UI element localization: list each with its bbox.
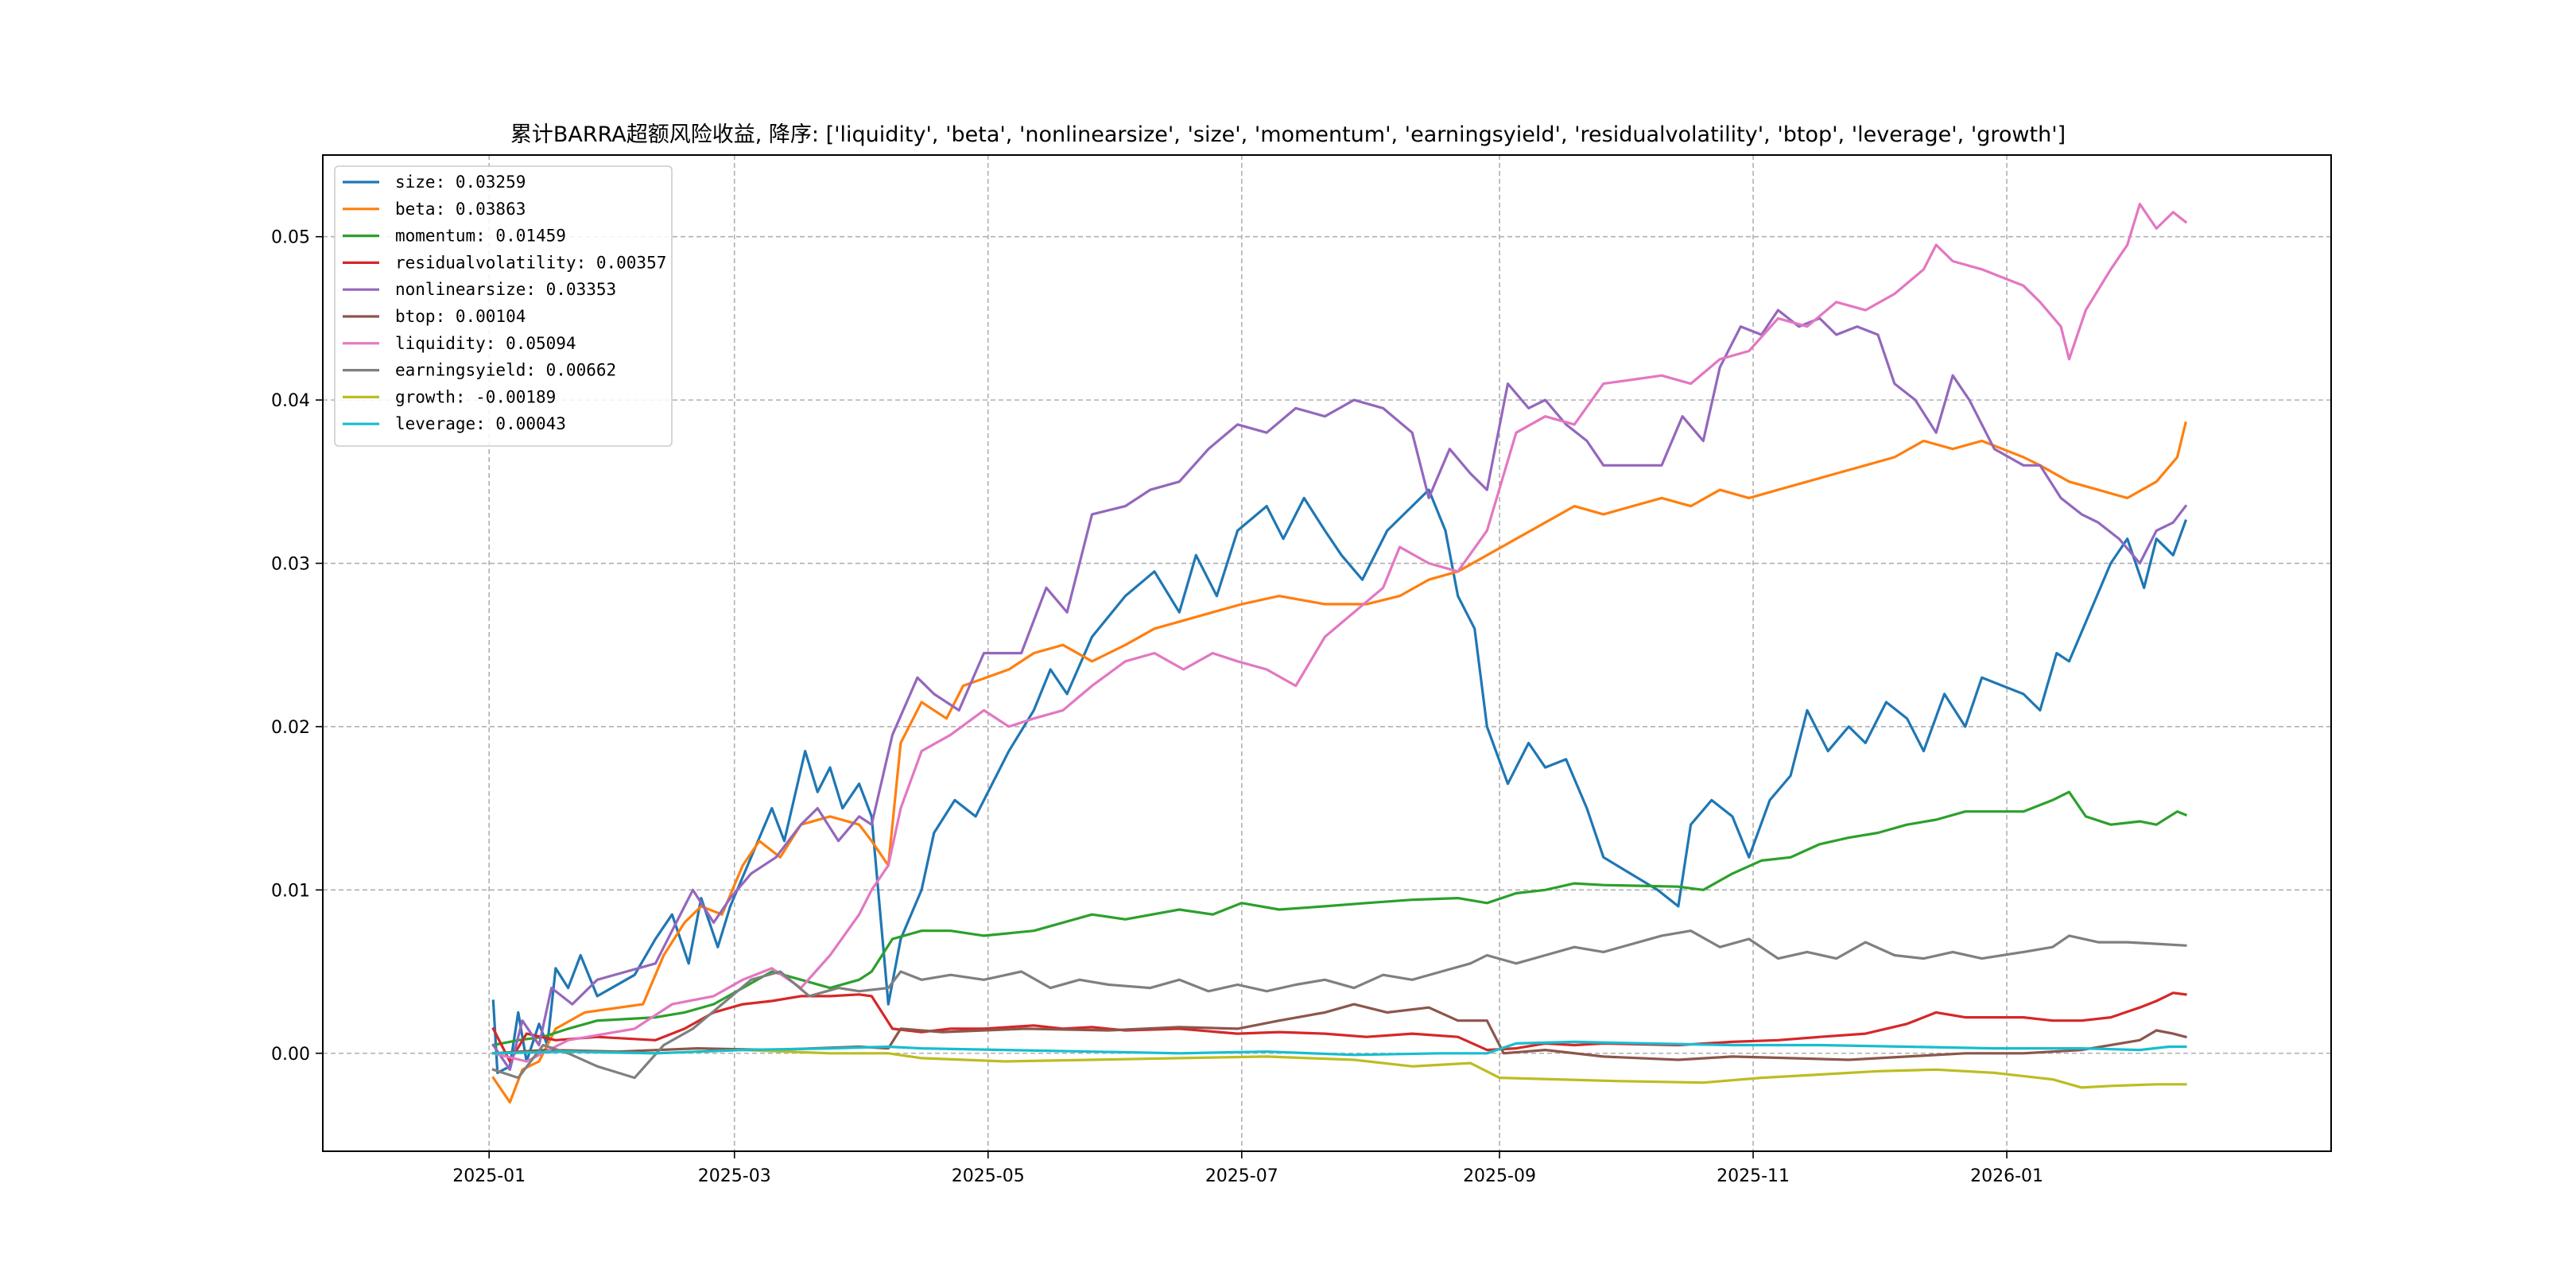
legend-label-nonlinearsize: nonlinearsize: 0.03353 bbox=[395, 280, 616, 299]
plot-area: 2025-01 2025-03 2025-05 2025-07 2025-09 2025-… bbox=[271, 154, 2332, 1186]
legend-item-momentum: momentum: 0.01459 bbox=[343, 227, 566, 246]
legend-label-btop: btop: 0.00104 bbox=[395, 307, 526, 326]
x-tick-label: 2025-03 bbox=[698, 1166, 771, 1186]
legend-item-leverage: leverage: 0.00043 bbox=[343, 414, 566, 433]
x-tick-label: 2025-11 bbox=[1717, 1166, 1790, 1186]
legend-label-beta: beta: 0.03863 bbox=[395, 200, 526, 219]
series-line-growth bbox=[491, 1049, 2187, 1089]
x-tick-label: 2025-09 bbox=[1463, 1166, 1536, 1186]
legend: size: 0.03259 beta: 0.03863 momentum: 0.01… bbox=[334, 165, 673, 447]
series-lines bbox=[491, 203, 2188, 1104]
legend-item-beta: beta: 0.03863 bbox=[343, 200, 526, 219]
legend-label-residualvolatility: residualvolatility: 0.00357 bbox=[395, 253, 666, 272]
y-tick-label: 0.05 bbox=[271, 228, 310, 248]
series-line-residualvolatility bbox=[491, 991, 2187, 1063]
y-tick-label: 0.03 bbox=[271, 555, 310, 575]
series-line-nonlinearsize bbox=[491, 308, 2188, 1071]
x-tick-label: 2025-01 bbox=[452, 1166, 526, 1186]
y-tick-label: 0.01 bbox=[271, 881, 310, 901]
legend-item-earningsyield: earningsyield: 0.00662 bbox=[343, 361, 616, 380]
legend-item-residualvolatility: residualvolatility: 0.00357 bbox=[343, 253, 666, 272]
legend-label-growth: growth: -0.00189 bbox=[395, 387, 556, 406]
chart-title: 累计BARRA超额风险收益, 降序: ['liquidity', 'beta',… bbox=[510, 122, 2066, 147]
series-line-liquidity bbox=[491, 203, 2188, 1063]
legend-item-liquidity: liquidity: 0.05094 bbox=[343, 334, 576, 353]
y-tick-label: 0.04 bbox=[271, 391, 310, 411]
legend-item-btop: btop: 0.00104 bbox=[343, 307, 526, 326]
x-tick-label: 2026-01 bbox=[1970, 1166, 2043, 1186]
x-tick-label: 2025-07 bbox=[1205, 1166, 1278, 1186]
legend-label-leverage: leverage: 0.00043 bbox=[395, 414, 566, 433]
y-tick-label: 0.00 bbox=[271, 1045, 310, 1065]
legend-label-liquidity: liquidity: 0.05094 bbox=[395, 334, 576, 353]
series-line-leverage bbox=[491, 1040, 2187, 1057]
x-tick-label: 2025-05 bbox=[952, 1166, 1025, 1186]
legend-box bbox=[334, 165, 673, 447]
series-line-earningsyield bbox=[491, 929, 2187, 1080]
axes-frame bbox=[322, 154, 2332, 1152]
legend-item-size: size: 0.03259 bbox=[343, 173, 526, 192]
legend-item-nonlinearsize: nonlinearsize: 0.03353 bbox=[343, 280, 616, 299]
legend-label-size: size: 0.03259 bbox=[395, 173, 526, 192]
legend-item-growth: growth: -0.00189 bbox=[343, 387, 556, 406]
legend-label-earningsyield: earningsyield: 0.00662 bbox=[395, 361, 616, 380]
legend-label-momentum: momentum: 0.01459 bbox=[395, 227, 566, 246]
y-tick-label: 0.02 bbox=[271, 718, 310, 738]
